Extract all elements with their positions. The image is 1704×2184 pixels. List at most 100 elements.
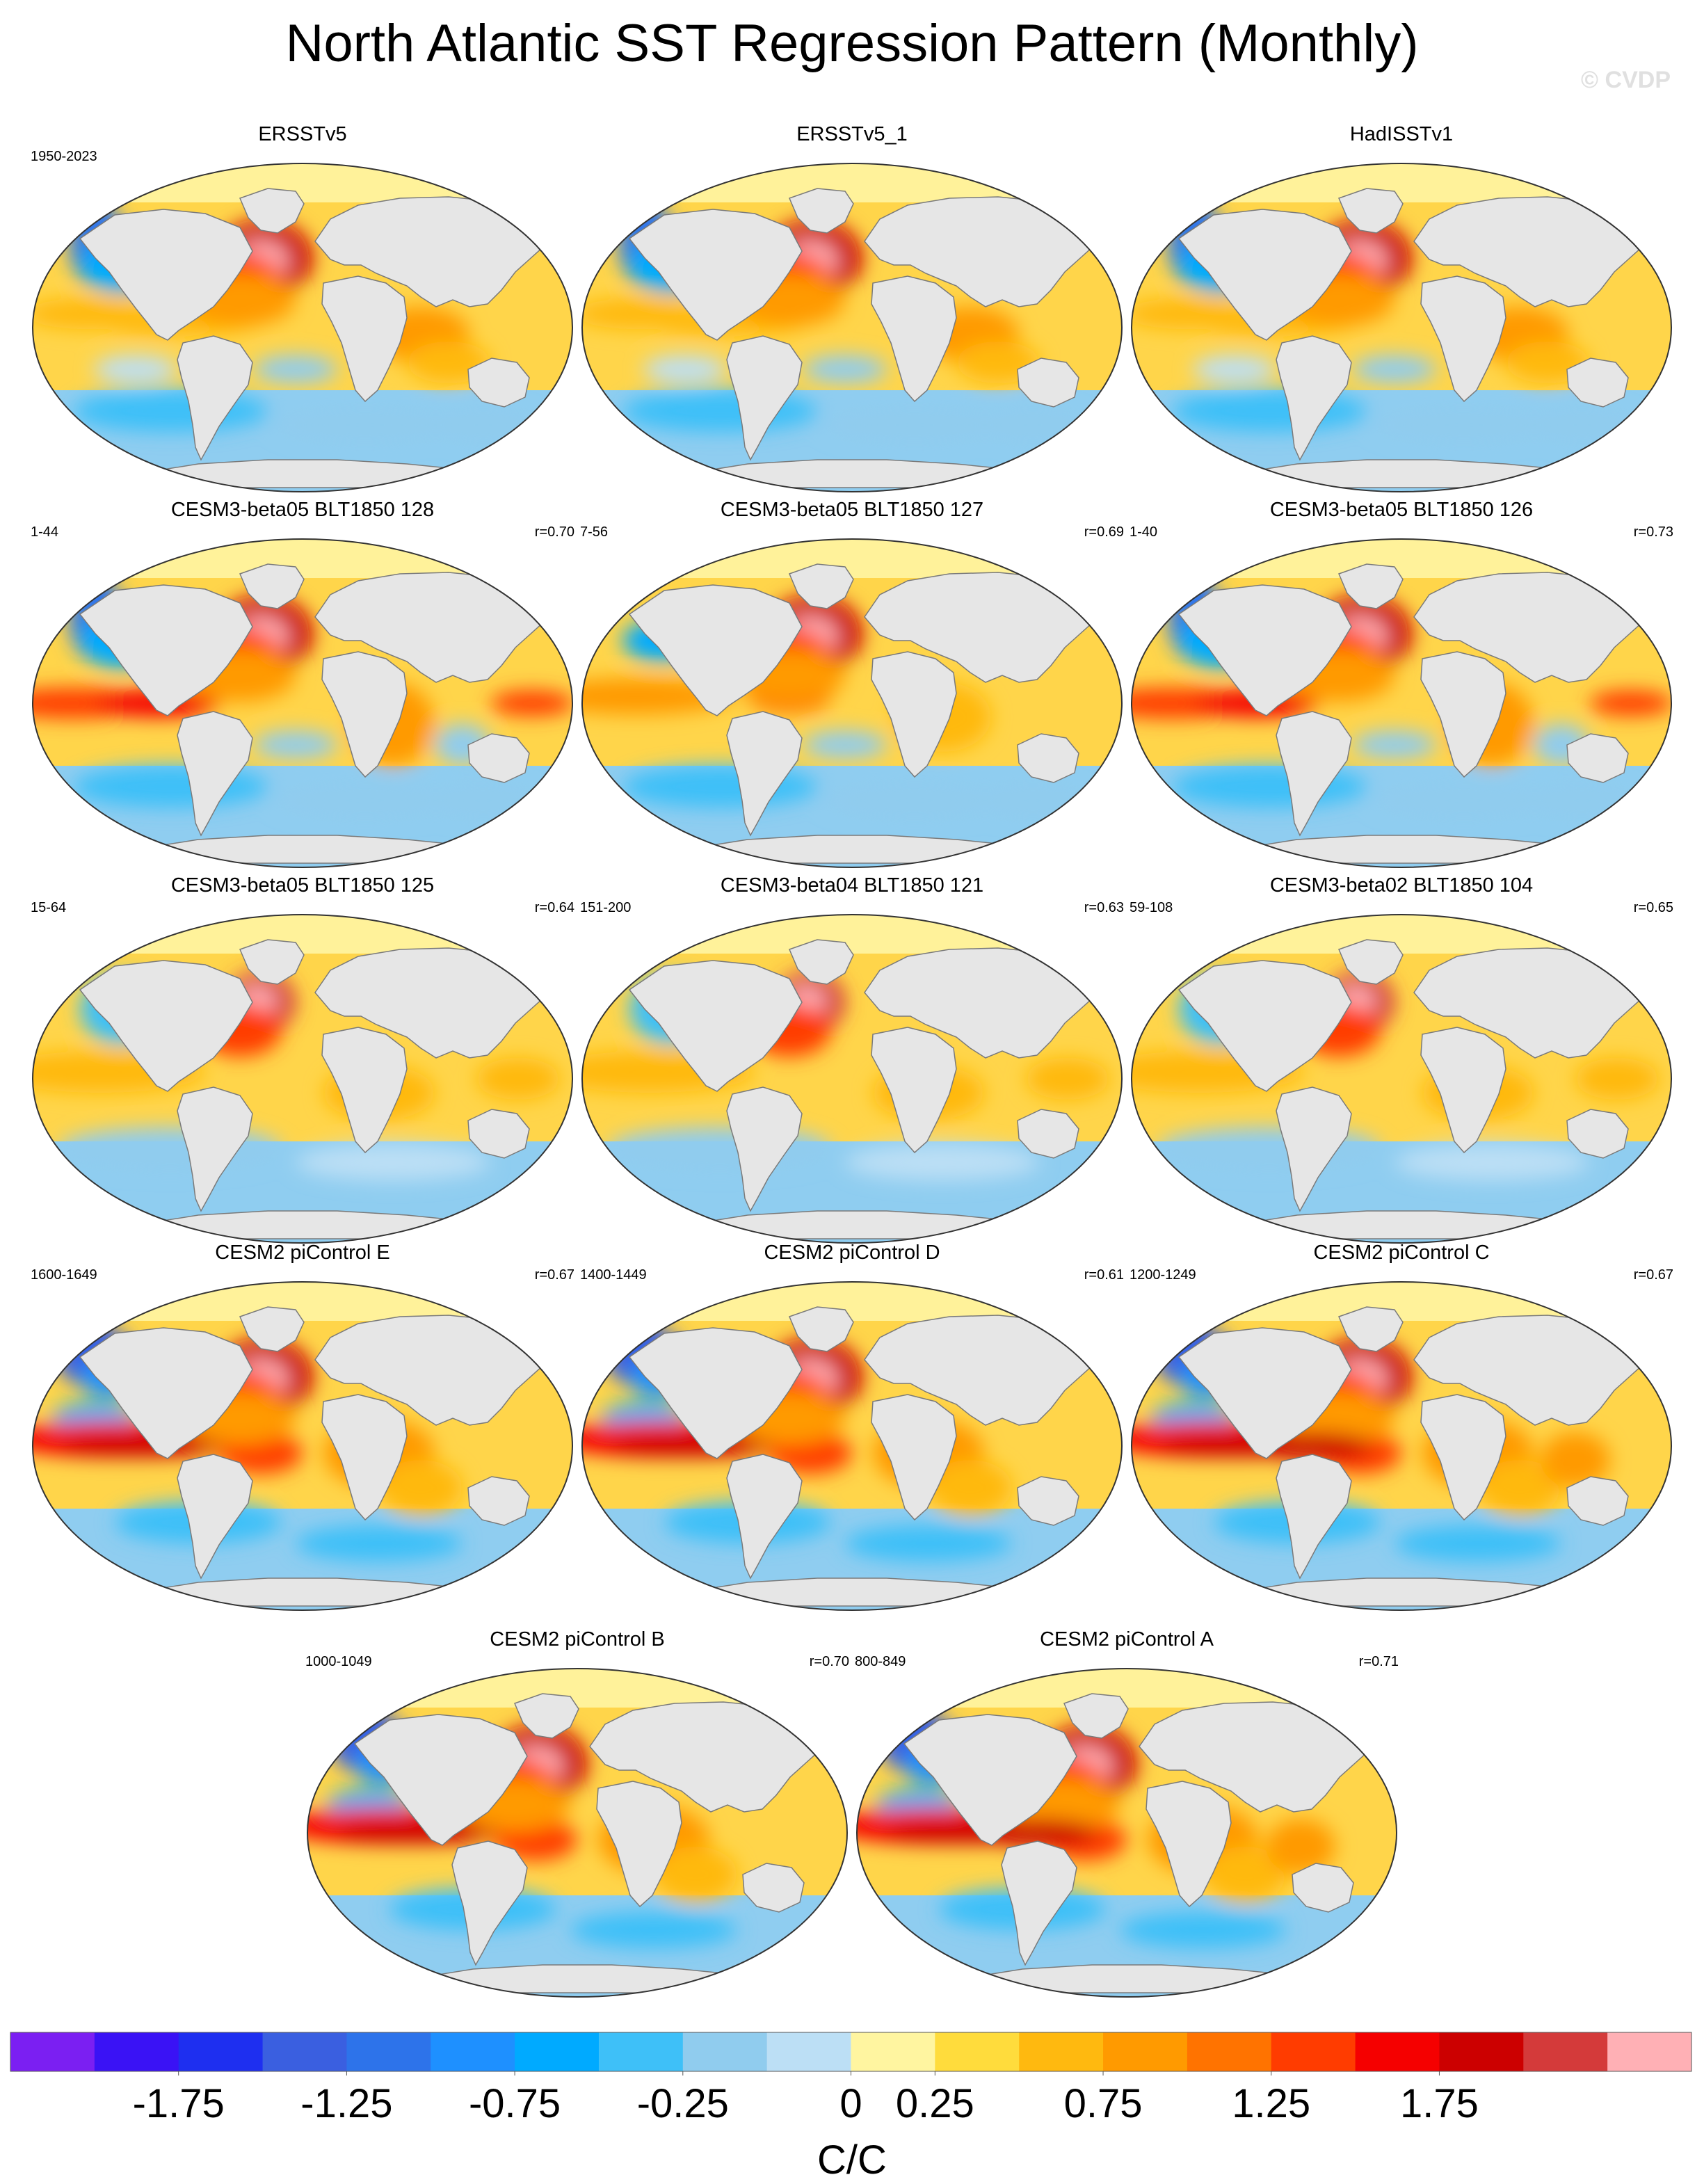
land-namerica xyxy=(79,209,253,341)
sst-anomaly-region xyxy=(94,355,177,383)
colorbar-swatch xyxy=(1439,2032,1524,2071)
map-panel: CESM2 piControl C 1200-1249 r=0.67 xyxy=(1127,1241,1676,1616)
land-namerica xyxy=(628,1327,803,1459)
sst-anomaly-region xyxy=(1353,731,1436,759)
panel-title: ERSSTv5 xyxy=(258,123,347,145)
land-greenland xyxy=(1337,939,1404,985)
land-namerica xyxy=(79,1327,253,1459)
world-map xyxy=(32,163,573,492)
world-map xyxy=(1131,163,1672,492)
sst-anomaly-region xyxy=(824,784,1005,817)
map-border xyxy=(32,1281,573,1611)
map-panel: CESM3-beta04 BLT1850 121 151-200 r=0.63 xyxy=(577,874,1127,1249)
panel-period: 1400-1449 xyxy=(580,1267,647,1283)
land-samerica xyxy=(177,1454,253,1580)
land-africa xyxy=(321,651,408,778)
land-eurasia xyxy=(1139,1701,1371,1813)
land-greenland xyxy=(1337,188,1404,234)
land-australia xyxy=(1017,1476,1079,1526)
colorbar-swatch xyxy=(515,2032,600,2071)
land-greenland xyxy=(788,188,854,234)
panel-pattern-correlation: r=0.70 xyxy=(534,524,574,540)
panel-title: CESM3-beta05 BLT1850 127 xyxy=(720,499,984,521)
world-map xyxy=(1131,1281,1672,1611)
colorbar-tick-label: 0.75 xyxy=(1064,2081,1143,2126)
sst-anomaly-region xyxy=(1374,408,1554,442)
land-namerica xyxy=(1177,1327,1352,1459)
page-title: North Atlantic SST Regression Pattern (M… xyxy=(285,14,1419,73)
sst-anomaly-region xyxy=(1026,1058,1109,1100)
panel-title: HadISSTv1 xyxy=(1349,123,1454,145)
panel-pattern-correlation: r=0.73 xyxy=(1633,524,1673,540)
panel-period: 7-56 xyxy=(580,524,609,540)
map-border xyxy=(1131,1281,1672,1611)
sst-anomaly-region xyxy=(1478,1460,1561,1516)
colorbar-swatch xyxy=(1271,2032,1356,2071)
colorbar-swatch xyxy=(598,2032,684,2071)
panel-pattern-correlation: r=0.64 xyxy=(534,900,574,915)
land-greenland xyxy=(1337,563,1404,609)
panel-pattern-correlation: r=0.67 xyxy=(534,1267,574,1283)
land-greenland xyxy=(1063,1693,1129,1739)
land-samerica xyxy=(177,711,253,837)
panel-title: CESM2 piControl D xyxy=(764,1242,940,1264)
land-samerica xyxy=(1276,1454,1352,1580)
panel-title: CESM2 piControl E xyxy=(215,1242,390,1264)
sst-anomaly-region xyxy=(296,1525,463,1561)
land-greenland xyxy=(788,939,854,985)
land-greenland xyxy=(513,1693,579,1739)
land-australia xyxy=(1566,358,1629,408)
land-namerica xyxy=(1177,209,1352,341)
land-eurasia xyxy=(1413,572,1646,683)
land-africa xyxy=(871,1027,957,1154)
colorbar-swatch xyxy=(262,2032,347,2071)
colorbar-tick-label: -1.75 xyxy=(133,2081,225,2126)
land-samerica xyxy=(1001,1840,1077,1966)
map-panel: CESM3-beta05 BLT1850 125 15-64 r=0.64 xyxy=(28,874,577,1249)
land-samerica xyxy=(726,1454,803,1580)
land-namerica xyxy=(353,1714,528,1846)
colorbar-swatch xyxy=(10,2032,95,2071)
land-samerica xyxy=(177,1086,253,1212)
panel-period: 1950-2023 xyxy=(31,149,97,164)
land-australia xyxy=(742,1863,805,1913)
land-eurasia xyxy=(1413,196,1646,307)
sst-anomaly-region xyxy=(1203,1847,1287,1902)
world-map xyxy=(32,1281,573,1611)
land-samerica xyxy=(177,335,253,461)
panel-period: 1000-1049 xyxy=(305,1654,372,1669)
land-australia xyxy=(1566,1109,1629,1159)
sst-anomaly-region xyxy=(379,1460,463,1516)
map-border xyxy=(1131,914,1672,1244)
sst-anomaly-region xyxy=(275,408,456,442)
map-panel: CESM2 piControl E 1600-1649 r=0.67 xyxy=(28,1241,577,1616)
land-eurasia xyxy=(864,196,1096,307)
map-border xyxy=(32,163,573,492)
land-africa xyxy=(871,651,957,778)
sst-anomaly-region xyxy=(490,691,572,716)
land-namerica xyxy=(1177,584,1352,716)
sst-anomaly-region xyxy=(1374,784,1554,817)
land-namerica xyxy=(79,960,253,1092)
land-samerica xyxy=(1276,711,1352,837)
world-map xyxy=(581,914,1123,1244)
land-australia xyxy=(1017,733,1079,783)
land-africa xyxy=(321,1027,408,1154)
panel-title: CESM3-beta05 BLT1850 125 xyxy=(170,874,435,897)
land-africa xyxy=(1420,651,1506,778)
colorbar-swatch xyxy=(766,2032,851,2071)
world-map xyxy=(856,1668,1397,1998)
land-eurasia xyxy=(314,947,547,1059)
map-panel: HadISSTv1 xyxy=(1127,122,1676,498)
sst-anomaly-region xyxy=(582,678,734,714)
land-africa xyxy=(1420,1027,1506,1154)
sst-anomaly-region xyxy=(643,355,727,383)
land-samerica xyxy=(726,711,803,837)
land-namerica xyxy=(903,1714,1077,1846)
land-africa xyxy=(596,1781,682,1908)
sst-anomaly-region xyxy=(845,1144,1040,1180)
colorbar-tick-label: 1.75 xyxy=(1400,2081,1479,2126)
land-australia xyxy=(467,358,530,408)
sst-anomaly-region xyxy=(824,408,1005,442)
watermark: © CVDP xyxy=(1581,67,1671,93)
